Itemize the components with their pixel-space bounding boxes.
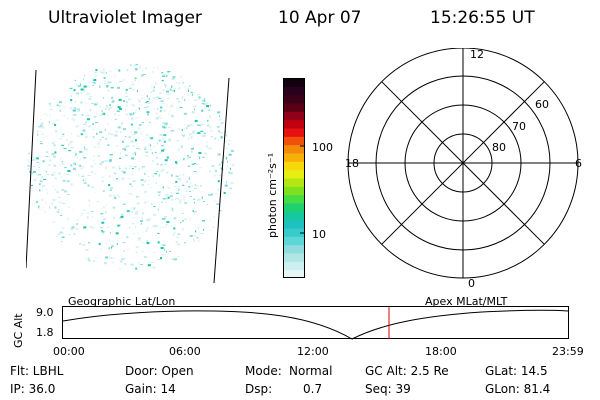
colorbar-band bbox=[283, 78, 305, 87]
colorbar-band bbox=[283, 203, 305, 212]
x-tick-1800: 18:00 bbox=[425, 345, 457, 358]
colorbar-band bbox=[283, 219, 305, 229]
y-tick-1-8: 1.8 bbox=[36, 326, 54, 339]
colorbar-band bbox=[283, 94, 305, 104]
colorbar-band bbox=[283, 228, 305, 237]
colorbar-band bbox=[283, 253, 305, 262]
colorbar-band bbox=[283, 236, 305, 246]
limb-line-right bbox=[213, 77, 230, 284]
seq-info: Seq: 39 bbox=[365, 382, 411, 396]
colorbar-band bbox=[283, 186, 305, 196]
colorbar-band bbox=[283, 119, 305, 129]
gc-alt-axis-label: GC Alt bbox=[12, 313, 25, 348]
altitude-curve bbox=[62, 309, 569, 340]
filter-info: Flt: LBHL bbox=[10, 364, 64, 378]
x-tick-0600: 06:00 bbox=[169, 345, 201, 358]
colorbar-band bbox=[283, 128, 305, 137]
glon-info: GLon: 81.4 bbox=[485, 382, 551, 396]
geographic-label: Geographic Lat/Lon bbox=[68, 295, 176, 308]
colorbar-band bbox=[283, 86, 305, 96]
mode-value: Normal bbox=[289, 364, 333, 378]
gc-alt-info: GC Alt: 2.5 Re bbox=[365, 364, 449, 378]
colorbar bbox=[283, 78, 305, 278]
lat-label-60: 60 bbox=[535, 98, 549, 111]
dsp-label: Dsp: bbox=[245, 382, 273, 396]
colorbar-band bbox=[283, 269, 305, 278]
colorbar-tick-100: 100 bbox=[312, 141, 333, 154]
colorbar-band bbox=[283, 144, 305, 154]
colorbar-band bbox=[283, 111, 305, 121]
colorbar-band bbox=[283, 169, 305, 179]
time-label: 15:26:55 UT bbox=[430, 8, 535, 28]
polar-mlt-grid bbox=[347, 48, 579, 279]
y-tick-9: 9.0 bbox=[36, 306, 54, 319]
apex-label: Apex MLat/MLT bbox=[425, 295, 508, 308]
colorbar-band bbox=[283, 103, 305, 112]
colorbar-band bbox=[283, 136, 305, 146]
limb-line-left bbox=[26, 69, 37, 269]
dsp-value: 0.7 bbox=[303, 382, 323, 396]
colorbar-band bbox=[283, 178, 305, 187]
mlt-label-0: 0 bbox=[468, 277, 475, 290]
colorbar-band bbox=[283, 153, 305, 162]
instrument-title: Ultraviolet Imager bbox=[48, 8, 202, 28]
x-tick-1200: 12:00 bbox=[297, 345, 329, 358]
x-tick-2359: 23:59 bbox=[552, 345, 584, 358]
lat-label-80: 80 bbox=[492, 141, 506, 154]
colorbar-unit-label: photon cm⁻²s⁻¹ bbox=[266, 152, 279, 238]
mlt-label-12: 12 bbox=[470, 48, 484, 61]
lat-label-70: 70 bbox=[512, 120, 526, 133]
colorbar-band bbox=[283, 161, 305, 171]
mlt-label-6: 6 bbox=[575, 157, 582, 170]
colorbar-tick-10: 10 bbox=[312, 228, 326, 241]
colorbar-band bbox=[283, 261, 305, 271]
colorbar-band bbox=[283, 244, 305, 254]
colorbar-band bbox=[283, 211, 305, 221]
date-label: 10 Apr 07 bbox=[278, 8, 362, 28]
uv-emission-dots bbox=[27, 63, 235, 270]
x-tick-0000: 00:00 bbox=[53, 345, 85, 358]
gain-info: Gain: 14 bbox=[125, 382, 176, 396]
glat-info: GLat: 14.5 bbox=[485, 364, 548, 378]
mode-label: Mode: bbox=[245, 364, 282, 378]
ip-info: IP: 36.0 bbox=[10, 382, 56, 396]
door-info: Door: Open bbox=[125, 364, 194, 378]
mlt-label-18: 18 bbox=[345, 157, 359, 170]
orbit-altitude-plot bbox=[62, 306, 569, 340]
uv-image-panel bbox=[26, 63, 235, 284]
colorbar-band bbox=[283, 194, 305, 204]
